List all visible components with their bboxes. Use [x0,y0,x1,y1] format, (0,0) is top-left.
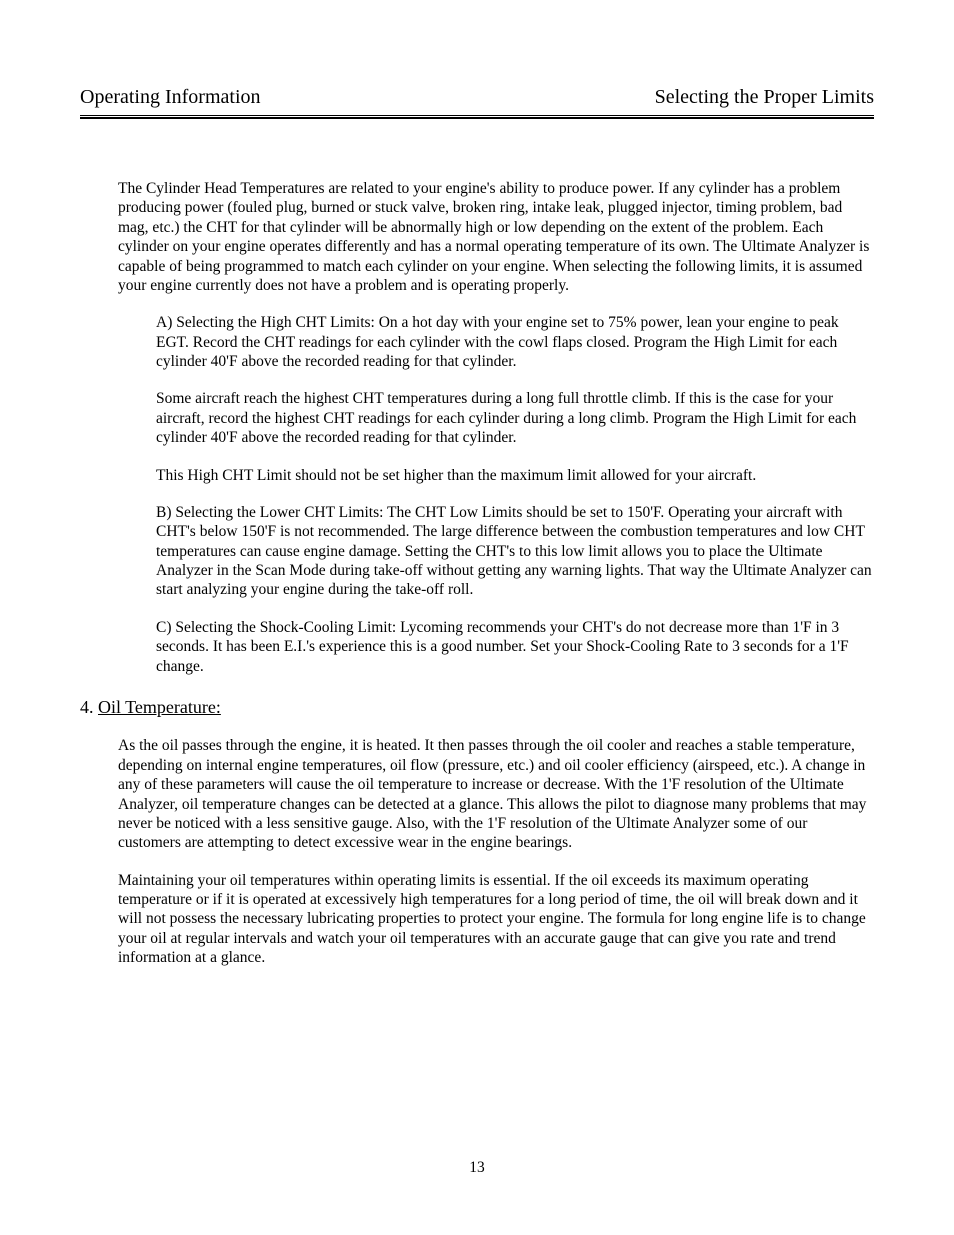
page-number: 13 [0,1159,954,1177]
running-header: Operating Information Selecting the Prop… [80,86,874,113]
section-4-paragraph-2: Maintaining your oil temperatures within… [118,871,874,968]
header-left: Operating Information [80,86,261,109]
item-a-paragraph-1: A) Selecting the High CHT Limits: On a h… [156,313,874,371]
document-page: Operating Information Selecting the Prop… [0,0,954,1235]
item-a-paragraph-2: Some aircraft reach the highest CHT temp… [156,389,874,447]
section-4-title: Oil Temperature: [98,697,221,717]
intro-paragraph: The Cylinder Head Temperatures are relat… [118,179,874,295]
item-c-paragraph: C) Selecting the Shock-Cooling Limit: Ly… [156,618,874,676]
section-4-paragraph-1: As the oil passes through the engine, it… [118,736,874,852]
section-4-number: 4. [80,697,98,717]
page-content: The Cylinder Head Temperatures are relat… [80,179,874,968]
header-right: Selecting the Proper Limits [655,86,874,109]
item-a-paragraph-3: This High CHT Limit should not be set hi… [156,466,874,485]
section-4-heading: 4. Oil Temperature: [80,696,874,719]
header-rule-thin [80,115,874,116]
item-b-paragraph: B) Selecting the Lower CHT Limits: The C… [156,503,874,600]
header-rule-thick [80,117,874,119]
